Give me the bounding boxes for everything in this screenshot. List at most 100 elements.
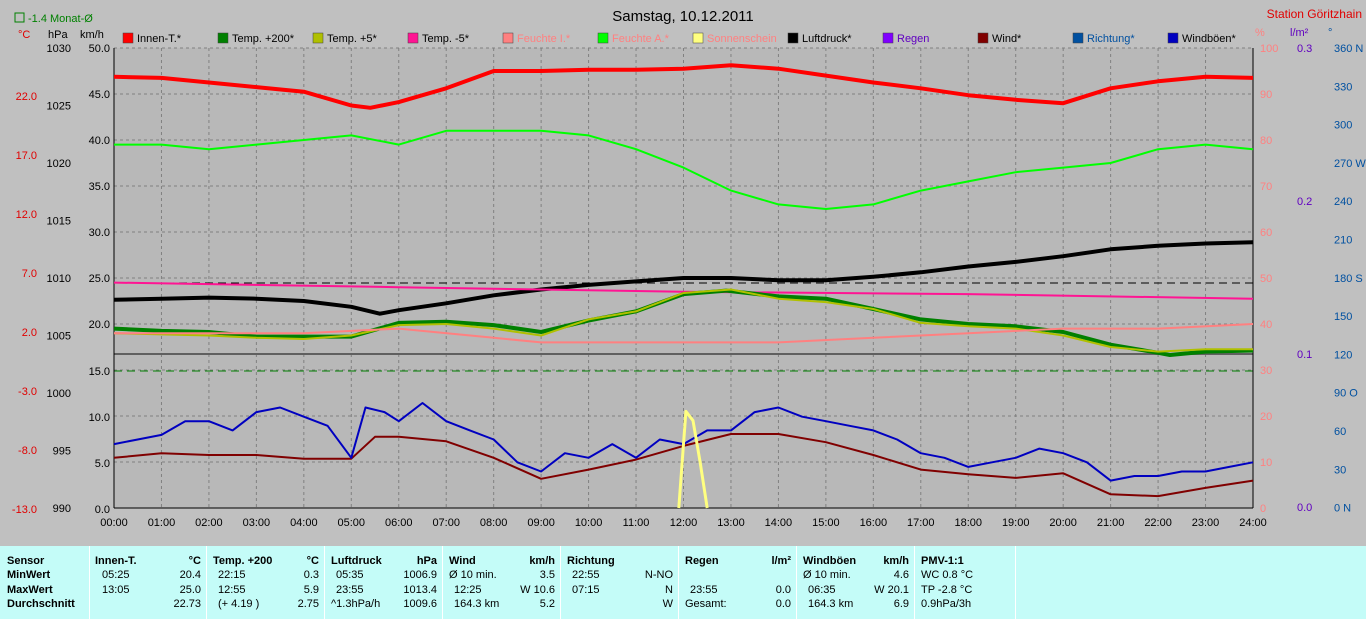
unit-lm2: l/m² bbox=[1290, 27, 1309, 39]
label-sensor: Sensor bbox=[7, 555, 45, 567]
tick-pressure: 1025 bbox=[47, 101, 71, 113]
innen-min-value: 20.4 bbox=[179, 569, 201, 581]
unit-kmh: km/h bbox=[80, 29, 104, 41]
legend-label-7: Luftdruck* bbox=[802, 33, 852, 45]
series-line-1 bbox=[114, 129, 1254, 210]
tick-time: 24:00 bbox=[1239, 517, 1267, 529]
tick-speed-lower: 15.0 bbox=[89, 366, 110, 378]
richtung-min-time: 22:55 bbox=[572, 569, 600, 581]
regen-max-time: 23:55 bbox=[690, 584, 718, 596]
tick-humidity: 0 bbox=[1260, 503, 1266, 515]
label-max: MaxWert bbox=[7, 584, 53, 596]
wind-distance: 164.3 km bbox=[454, 598, 500, 610]
tick-temp: -8.0 bbox=[18, 445, 37, 457]
tick-direction: 180 S bbox=[1334, 273, 1363, 285]
unit-hpa: hPa bbox=[48, 29, 68, 41]
tick-direction: 30 bbox=[1334, 464, 1346, 476]
tick-time: 09:00 bbox=[527, 517, 555, 529]
temp200-unit: °C bbox=[306, 555, 319, 567]
innen-min-time: 05:25 bbox=[102, 569, 130, 581]
wind-min-time: Ø 10 min. bbox=[449, 569, 497, 581]
plot-area: 22.017.012.07.02.0-3.0-8.0-13.0103010251… bbox=[12, 43, 1366, 529]
tick-time: 18:00 bbox=[954, 517, 982, 529]
wind-max-value: W 10.6 bbox=[520, 584, 555, 596]
tick-pressure: 1020 bbox=[47, 158, 71, 170]
tick-temp: 17.0 bbox=[16, 150, 37, 162]
series-line-3 bbox=[113, 281, 1254, 300]
innen-avg-value: 22.73 bbox=[173, 598, 201, 610]
tick-humidity: 80 bbox=[1260, 135, 1272, 147]
legend-swatch-2 bbox=[312, 32, 324, 44]
pmv-title: PMV-1:1 bbox=[921, 555, 964, 567]
tick-direction: 360 N bbox=[1334, 43, 1363, 55]
tick-pressure: 1030 bbox=[47, 43, 71, 55]
legend-label-10: Richtung* bbox=[1087, 33, 1135, 45]
tick-speed-upper: 25.0 bbox=[89, 273, 110, 285]
tick-time: 02:00 bbox=[195, 517, 223, 529]
monat-label: -1.4 Monat-Ø bbox=[28, 13, 93, 25]
tick-direction: 0 N bbox=[1334, 503, 1351, 515]
legend-swatch-11 bbox=[1167, 32, 1179, 44]
luftdruck-avg-value: 1009.6 bbox=[403, 598, 437, 610]
luftdruck-max-value: 1013.4 bbox=[403, 584, 437, 596]
tick-time: 21:00 bbox=[1097, 517, 1125, 529]
tick-humidity: 70 bbox=[1260, 181, 1272, 193]
boen-max-time: 06:35 bbox=[808, 584, 836, 596]
stats-boen: Windböen km/h Ø 10 min. 4.6 06:35 W 20.1 16… bbox=[796, 546, 914, 619]
tick-pressure: 1010 bbox=[47, 273, 71, 285]
tick-pressure: 1015 bbox=[47, 216, 71, 228]
tick-pressure: 995 bbox=[53, 446, 71, 458]
temp200-title: Temp. +200 bbox=[213, 555, 273, 567]
tick-time: 06:00 bbox=[385, 517, 413, 529]
tick-humidity: 90 bbox=[1260, 89, 1272, 101]
tick-time: 05:00 bbox=[338, 517, 366, 529]
chart-title: Samstag, 10.12.2011 bbox=[612, 8, 754, 25]
tick-humidity: 10 bbox=[1260, 457, 1272, 469]
tick-speed-upper: 20.0 bbox=[89, 319, 110, 331]
tick-time: 13:00 bbox=[717, 517, 745, 529]
stats-richtung: Richtung 22:55 N-NO 07:15 N W bbox=[560, 546, 678, 619]
tick-pressure: 990 bbox=[53, 503, 71, 515]
series-line-9 bbox=[677, 409, 709, 509]
tick-temp: 12.0 bbox=[16, 209, 37, 221]
tick-direction: 90 O bbox=[1334, 388, 1358, 400]
richtung-max-value: N bbox=[665, 584, 673, 596]
tick-time: 15:00 bbox=[812, 517, 840, 529]
series-line-7 bbox=[113, 433, 1254, 498]
legend-label-9: Wind* bbox=[992, 33, 1022, 45]
tick-time: 01:00 bbox=[148, 517, 176, 529]
luftdruck-max-time: 23:55 bbox=[336, 584, 364, 596]
innen-unit: °C bbox=[188, 555, 201, 567]
tick-speed-upper: 45.0 bbox=[89, 89, 110, 101]
tick-time: 00:00 bbox=[100, 517, 128, 529]
temp200-max-time: 12:55 bbox=[218, 584, 246, 596]
tick-time: 23:00 bbox=[1192, 517, 1220, 529]
tick-humidity: 20 bbox=[1260, 411, 1272, 423]
luftdruck-min-value: 1006.9 bbox=[403, 569, 437, 581]
legend-swatch-10 bbox=[1072, 32, 1084, 44]
stats-pmv: PMV-1:1 WC 0.8 °C TP -2.8 °C 0.9hPa/3h bbox=[914, 546, 1015, 619]
legend-swatch-7 bbox=[787, 32, 799, 44]
tick-time: 20:00 bbox=[1049, 517, 1077, 529]
tick-speed-lower: 0.0 bbox=[95, 504, 110, 516]
stats-empty bbox=[1015, 546, 1366, 619]
boen-max-value: W 20.1 bbox=[874, 584, 909, 596]
tick-time: 12:00 bbox=[670, 517, 698, 529]
regen-unit: l/m² bbox=[771, 555, 791, 567]
tick-time: 16:00 bbox=[860, 517, 888, 529]
tick-time: 11:00 bbox=[623, 517, 650, 529]
pmv-tp: TP -2.8 °C bbox=[921, 584, 973, 596]
unit-percent: % bbox=[1255, 27, 1265, 39]
legend-swatch-1 bbox=[217, 32, 229, 44]
tick-time: 14:00 bbox=[765, 517, 793, 529]
series-line-0 bbox=[113, 63, 1254, 110]
wind-unit: km/h bbox=[529, 555, 555, 567]
tick-time: 07:00 bbox=[432, 517, 460, 529]
label-min: MinWert bbox=[7, 569, 51, 581]
luftdruck-unit: hPa bbox=[416, 555, 437, 567]
tick-rain: 0.3 bbox=[1297, 43, 1312, 55]
temp200-min-time: 22:15 bbox=[218, 569, 246, 581]
tick-temp: 2.0 bbox=[22, 327, 37, 339]
innen-max-time: 13:05 bbox=[102, 584, 130, 596]
tick-speed-lower: 10.0 bbox=[89, 412, 110, 424]
